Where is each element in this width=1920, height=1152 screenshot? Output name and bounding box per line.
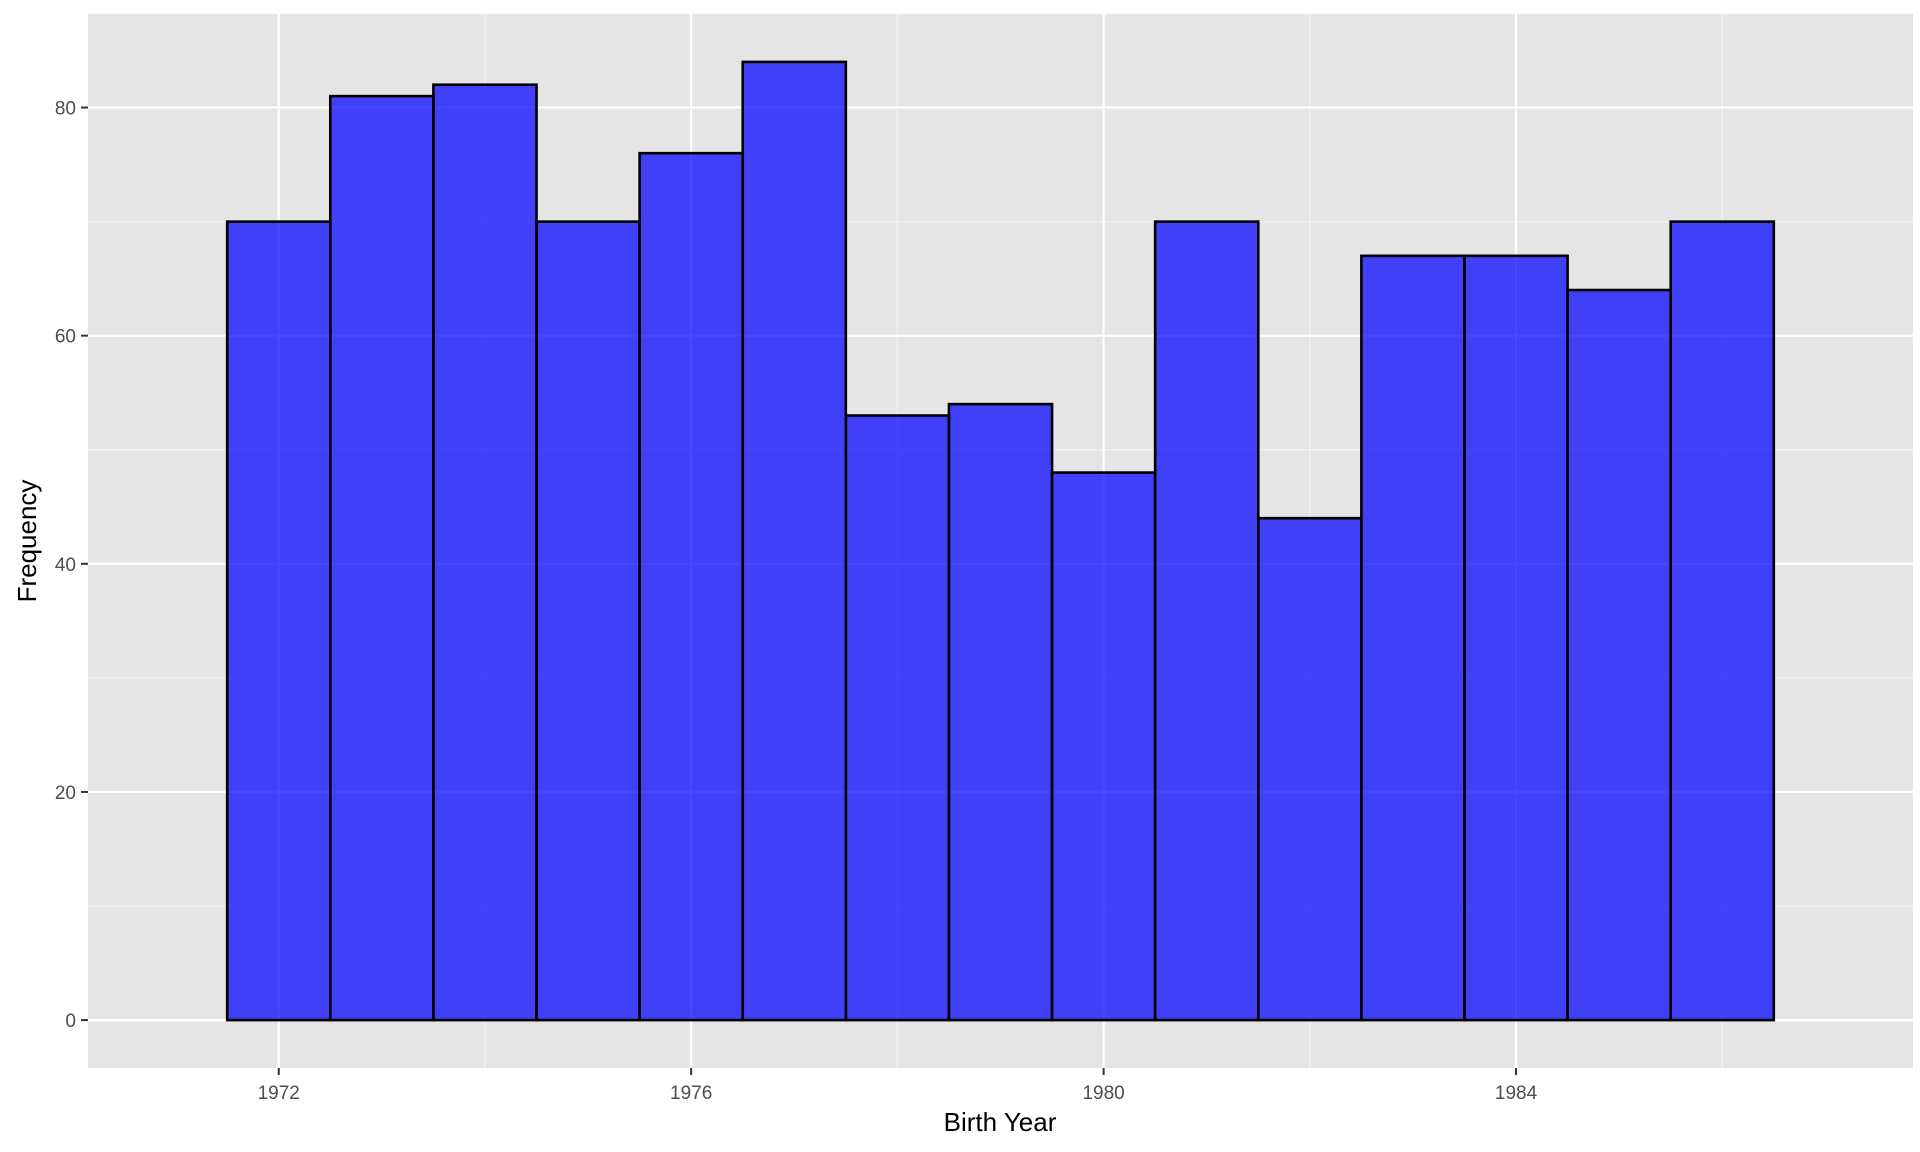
y-tick-label: 20 bbox=[55, 783, 76, 804]
histogram-bar-1983 bbox=[1360, 254, 1466, 1022]
x-tick-label: 1984 bbox=[1495, 1083, 1538, 1104]
histogram-bar-1973 bbox=[329, 94, 435, 1022]
y-tick-label: 40 bbox=[55, 555, 76, 576]
y-tick-label: 0 bbox=[65, 1011, 76, 1032]
y-tick-label: 60 bbox=[55, 327, 76, 348]
histogram-bar-1980 bbox=[1050, 471, 1157, 1022]
x-axis-title: Birth Year bbox=[944, 1107, 1057, 1137]
histogram-bar-1979 bbox=[947, 402, 1054, 1022]
histogram-bar-1976 bbox=[638, 151, 745, 1022]
histogram-bar-1985 bbox=[1566, 288, 1672, 1022]
y-tick-label: 80 bbox=[55, 99, 76, 120]
histogram-bar-1977 bbox=[741, 60, 848, 1022]
histogram-bar-1984 bbox=[1463, 254, 1569, 1022]
x-axis: 1972 1976 1980 1984 bbox=[258, 1068, 1538, 1104]
histogram-bar-1986 bbox=[1669, 220, 1776, 1022]
y-axis-title: Frequency bbox=[12, 480, 42, 603]
histogram-bars bbox=[225, 60, 1776, 1022]
histogram-bar-1982 bbox=[1256, 516, 1363, 1022]
histogram-bar-1974 bbox=[432, 83, 538, 1022]
histogram-bar-1975 bbox=[535, 220, 641, 1022]
histogram-bar-1978 bbox=[844, 414, 951, 1022]
x-tick-label: 1972 bbox=[258, 1083, 300, 1104]
y-axis: 0 20 40 60 80 bbox=[55, 99, 88, 1032]
x-tick-label: 1976 bbox=[670, 1083, 712, 1104]
x-tick-label: 1980 bbox=[1082, 1083, 1124, 1104]
histogram-bar-1972 bbox=[225, 220, 332, 1022]
histogram-bar-1981 bbox=[1153, 220, 1260, 1022]
